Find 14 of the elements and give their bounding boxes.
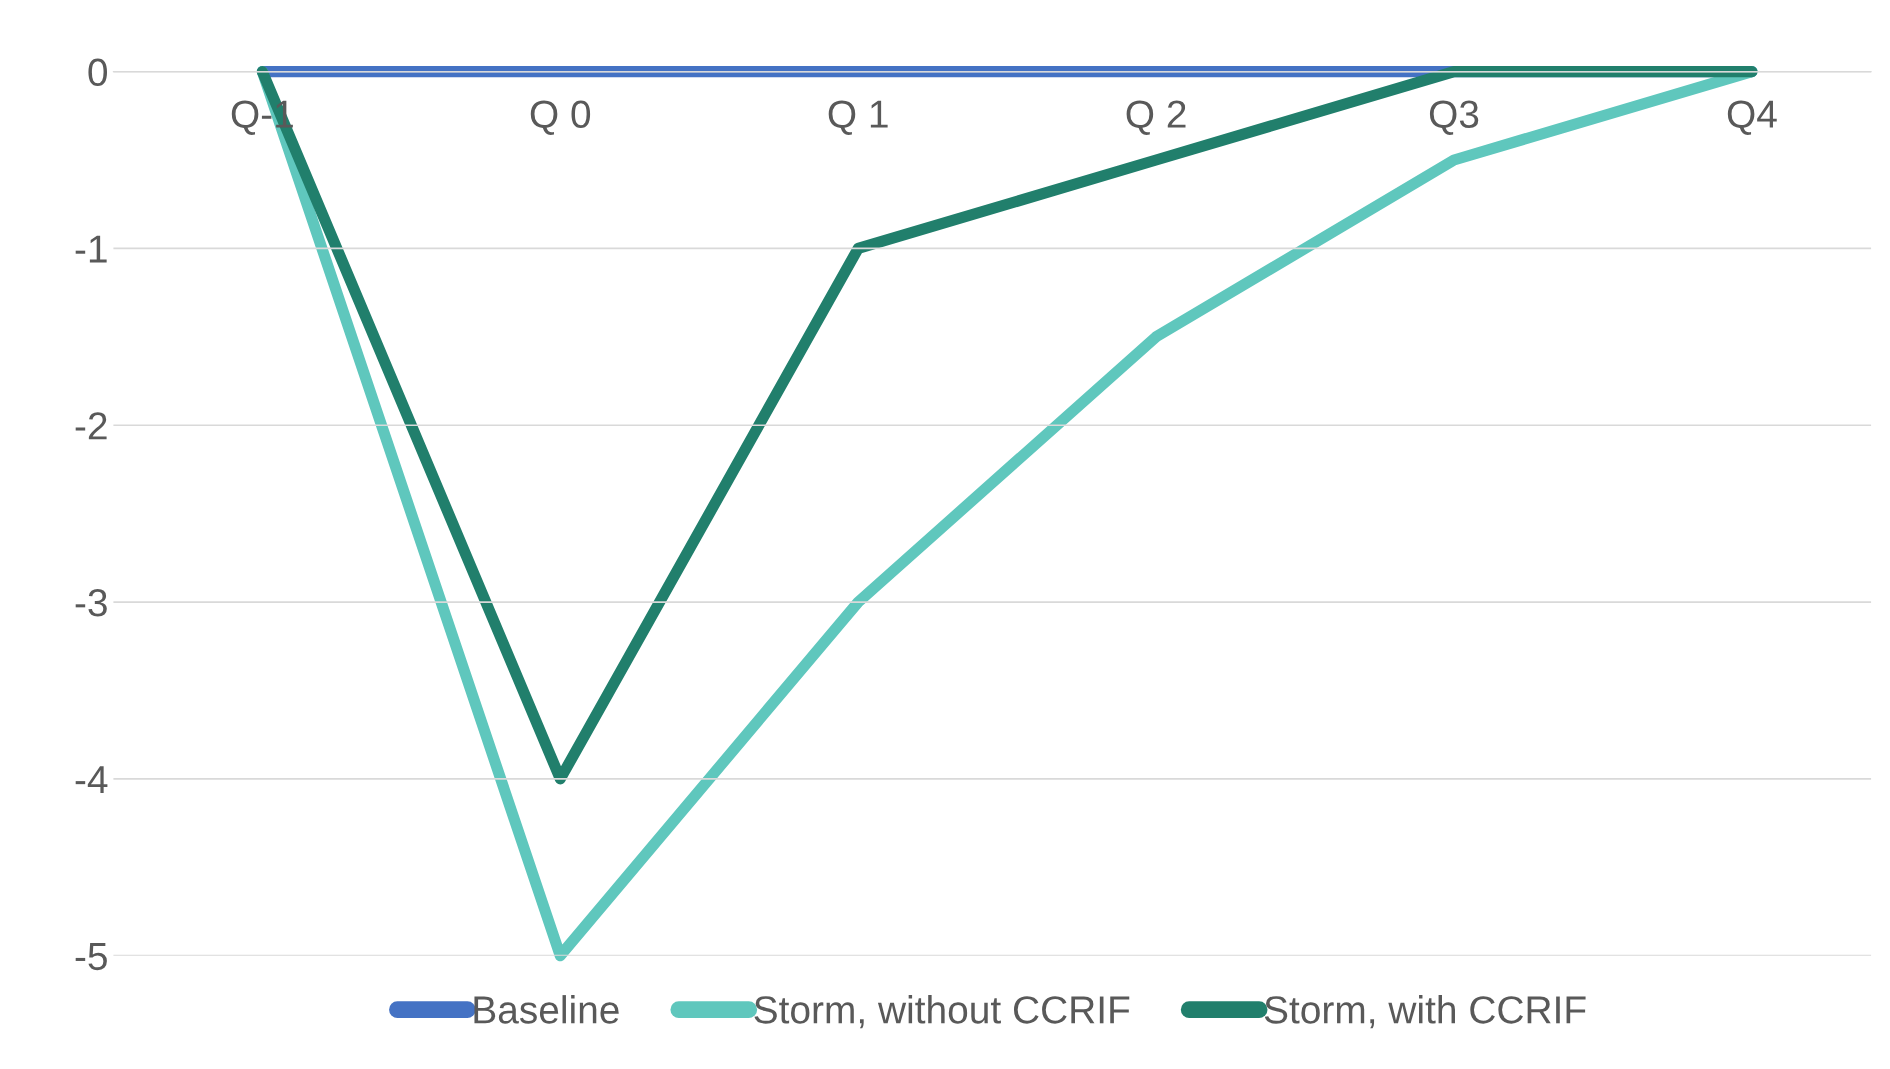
legend-label: Baseline: [474, 995, 619, 1024]
x-tick-label: Q 1: [828, 100, 888, 135]
x-tick-label: Q 0: [530, 100, 591, 135]
y-tick-label: -5: [75, 943, 107, 971]
x-tick-label: Q4: [1727, 100, 1777, 135]
y-tick-label: -1: [75, 235, 107, 263]
y-tick-label: -3: [75, 589, 107, 617]
y-tick-label: -2: [75, 412, 107, 440]
x-tick-label: Q 2: [1126, 100, 1186, 135]
y-tick-label: -4: [75, 766, 108, 793]
y-tick-label: 0: [88, 58, 108, 87]
x-tick-label: Q3: [1429, 100, 1479, 135]
legend-label: Storm, with CCRIF: [1264, 995, 1586, 1029]
legend-label: Storm, without CCRIF: [754, 995, 1130, 1029]
